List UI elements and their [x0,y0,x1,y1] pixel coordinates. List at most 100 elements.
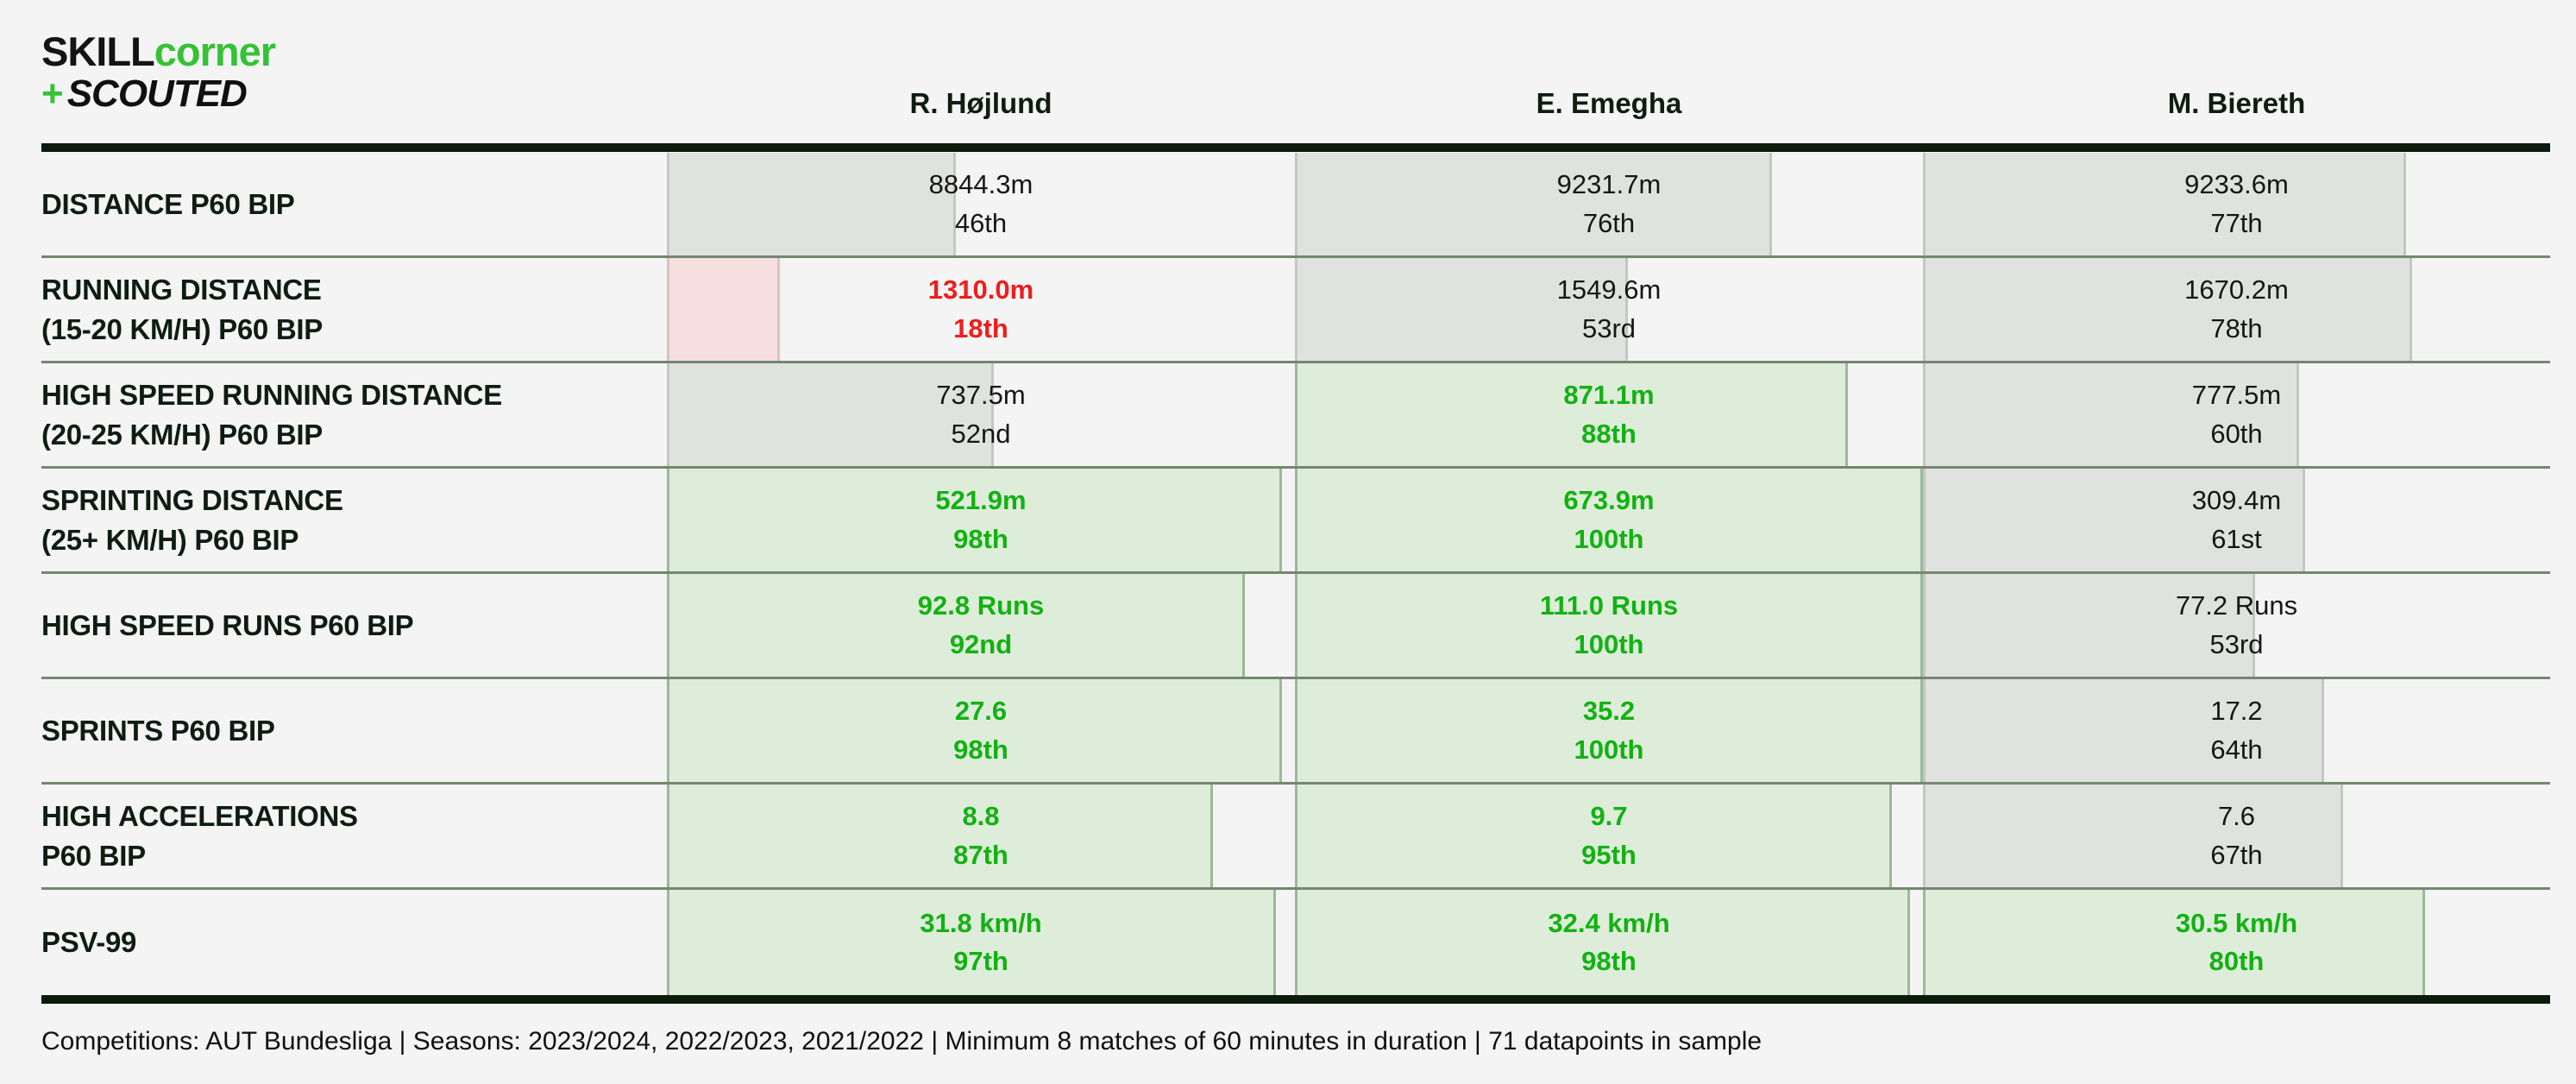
top-divider-rule [41,143,2550,152]
percentile-bar [1923,363,2300,466]
percentile-bar [667,469,1283,571]
metric-cell: 1310.0m 18th [667,258,1295,361]
cell-value: 9233.6m [2184,169,2289,200]
metric-cell: 737.5m 52nd [667,363,1295,466]
cell-percentile: 92nd [949,628,1013,659]
cell-percentile: 100th [1574,628,1644,659]
metric-row: SPRINTS P60 BIP 27.6 98th 35.2 100th 17.2 64th [41,679,2550,785]
cell-percentile: 52nd [951,418,1011,449]
metric-row: HIGH SPEED RUNNING DISTANCE (20-25 KM/H) … [41,363,2550,469]
metric-label-line: HIGH SPEED RUNS P60 BIP [41,608,414,641]
metric-row: HIGH ACCELERATIONS P60 BIP 8.8 87th 9.7 95th 7… [41,785,2550,890]
metric-row: DISTANCE P60 BIP 8844.3m 46th 9231.7m 76th 92… [41,153,2550,258]
cell-text: 737.5m 52nd [667,363,1295,466]
cell-text: 7.6 67th [1923,785,2550,887]
cell-value: 77.2 Runs [2175,590,2298,621]
cell-percentile: 100th [1574,523,1644,554]
cell-percentile: 67th [2210,839,2263,870]
cell-percentile: 98th [1581,946,1637,976]
metric-label-line: RUNNING DISTANCE [41,273,322,306]
cell-value: 1670.2m [2184,274,2289,306]
cell-text: 777.5m 60th [1923,363,2550,466]
footer-note: Competitions: AUT Bundesliga | Seasons: … [41,1027,1762,1056]
cell-value: 32.4 km/h [1548,907,1670,938]
cell-text: 521.9m 98th [667,469,1295,571]
cell-percentile: 98th [953,523,1008,554]
metric-label-line: (25+ KM/H) P60 BIP [41,523,299,556]
metric-label-line: DISTANCE P60 BIP [41,187,295,220]
cell-percentile: 60th [2210,418,2263,449]
metric-cell: 309.4m 61st [1923,469,2550,571]
cell-value: 17.2 [2210,696,2263,727]
metric-cell: 9231.7m 76th [1295,153,1923,255]
metric-cell: 871.1m 88th [1295,363,1923,466]
percentile-bar [1295,153,1773,255]
percentile-bar [1295,574,1923,677]
cell-text: 111.0 Runs 100th [1295,574,1923,677]
column-header-player-1: R. Højlund [909,87,1052,119]
cell-text: 17.2 64th [1923,679,2550,782]
metric-cell: 77.2 Runs 53rd [1923,574,2550,677]
metric-label: PSV-99 [41,890,667,995]
metric-cell: 7.6 67th [1923,785,2550,887]
header-spacer [41,79,667,128]
metric-label-line: PSV-99 [41,926,137,959]
percentile-bar [1295,469,1923,571]
cell-percentile: 64th [2210,734,2263,765]
cell-text: 77.2 Runs 53rd [1923,574,2550,677]
cell-text: 1549.6m 53rd [1295,258,1923,361]
percentile-bar [667,679,1283,782]
cell-text: 27.6 98th [667,679,1295,782]
cell-text: 9231.7m 76th [1295,153,1923,255]
cell-text: 9.7 95th [1295,785,1923,887]
cell-percentile: 98th [953,734,1008,765]
cell-value: 737.5m [936,380,1026,411]
cell-text: 30.5 km/h 80th [1923,890,2550,995]
cell-text: 309.4m 61st [1923,469,2550,571]
metric-label: HIGH SPEED RUNS P60 BIP [41,574,667,677]
cell-value: 7.6 [2217,801,2256,832]
metric-cell: 9.7 95th [1295,785,1923,887]
cell-value: 9231.7m [1556,169,1662,200]
cell-text: 8844.3m 46th [667,153,1295,255]
metric-cell: 27.6 98th [667,679,1295,782]
cell-text: 35.2 100th [1295,679,1923,782]
metric-row: SPRINTING DISTANCE (25+ KM/H) P60 BIP 521.… [41,469,2550,574]
cell-percentile: 76th [1582,207,1636,238]
cell-percentile: 95th [1581,839,1637,870]
cell-value: 111.0 Runs [1539,590,1679,621]
metric-cell: 777.5m 60th [1923,363,2550,466]
cell-value: 9.7 [1590,801,1628,832]
cell-text: 32.4 km/h 98th [1295,890,1923,995]
cell-value: 673.9m [1563,485,1655,516]
cell-text: 673.9m 100th [1295,469,1923,571]
metric-cell: 111.0 Runs 100th [1295,574,1923,677]
cell-percentile: 87th [953,839,1008,870]
cell-percentile: 78th [2210,312,2263,343]
metric-label: HIGH SPEED RUNNING DISTANCE (20-25 KM/H) … [41,363,667,466]
cell-value: 30.5 km/h [2175,907,2298,938]
plus-icon: + [41,72,64,115]
metric-row: RUNNING DISTANCE (15-20 KM/H) P60 BIP 1310… [41,258,2550,363]
cell-value: 27.6 [954,696,1008,727]
cell-value: 8844.3m [928,169,1034,200]
metric-label-line: HIGH ACCELERATIONS [41,799,358,832]
metric-cell: 31.8 km/h 97th [667,890,1295,995]
metric-row: HIGH SPEED RUNS P60 BIP 92.8 Runs 92nd 111.… [41,574,2550,679]
percentile-bar [667,363,994,466]
cell-percentile: 80th [2208,946,2265,976]
percentile-bar [1923,679,2325,782]
column-header-player-2: E. Emegha [1536,87,1682,119]
cell-text: 871.1m 88th [1295,363,1923,466]
metrics-table: DISTANCE P60 BIP 8844.3m 46th 9231.7m 76th 92… [41,153,2550,995]
cell-percentile: 53rd [2209,628,2264,659]
percentile-bar [1923,258,2413,361]
metric-cell: 8844.3m 46th [667,153,1295,255]
metric-label-line: SPRINTING DISTANCE [41,483,343,516]
skillcorner-wordmark: SKILLcorner [41,31,276,72]
cell-value: 92.8 Runs [917,590,1045,621]
metric-cell: 35.2 100th [1295,679,1923,782]
metric-label-line: SPRINTS P60 BIP [41,714,275,747]
metric-label: SPRINTS P60 BIP [41,679,667,782]
